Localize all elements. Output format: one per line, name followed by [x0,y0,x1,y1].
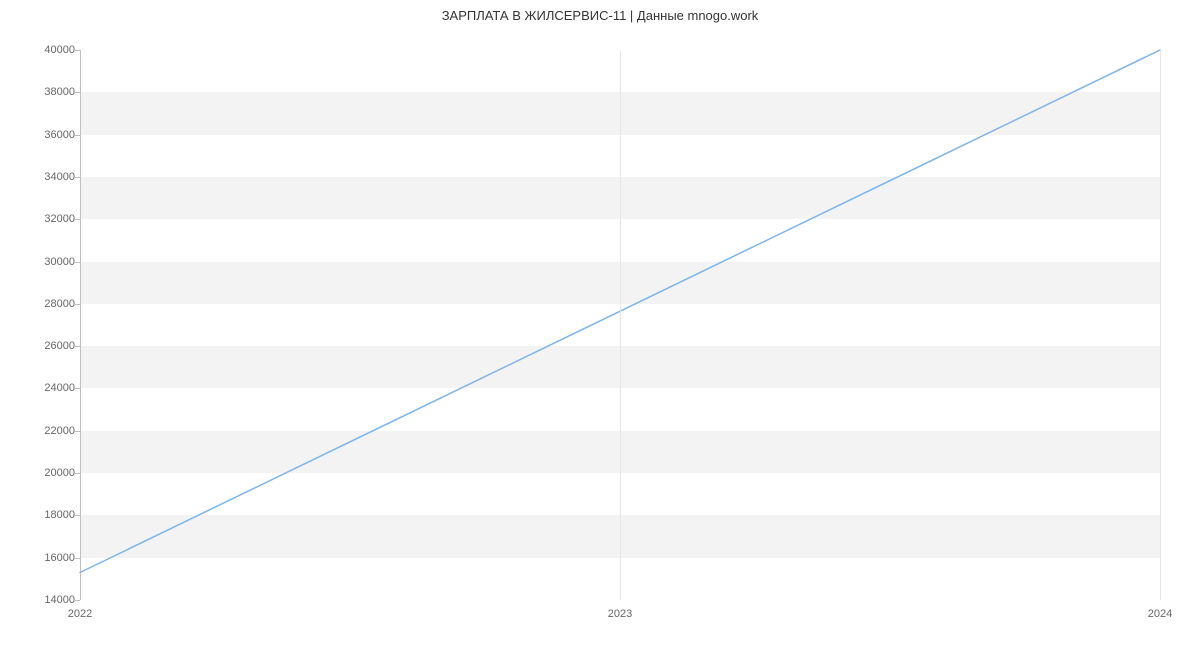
x-grid-line [1160,50,1161,600]
y-tick-label: 38000 [5,86,75,98]
y-tick-mark [74,262,80,263]
y-tick-label: 32000 [5,213,75,225]
y-tick-mark [74,219,80,220]
y-tick-mark [74,304,80,305]
y-tick-mark [74,92,80,93]
x-tick-label: 2022 [68,608,92,620]
x-grid-line [620,50,621,600]
salary-chart: ЗАРПЛАТА В ЖИЛСЕРВИС-11 | Данные mnogo.w… [0,0,1200,650]
x-tick-label: 2023 [608,608,632,620]
y-tick-mark [74,431,80,432]
y-tick-label: 24000 [5,382,75,394]
y-tick-mark [74,50,80,51]
x-tick-label: 2024 [1148,608,1172,620]
chart-title: ЗАРПЛАТА В ЖИЛСЕРВИС-11 | Данные mnogo.w… [0,8,1200,23]
y-tick-label: 26000 [5,340,75,352]
y-tick-label: 22000 [5,425,75,437]
y-tick-label: 20000 [5,467,75,479]
y-tick-label: 28000 [5,298,75,310]
y-tick-mark [74,600,80,601]
y-tick-label: 14000 [5,594,75,606]
y-tick-mark [74,558,80,559]
y-tick-mark [74,388,80,389]
y-tick-label: 34000 [5,171,75,183]
y-tick-label: 18000 [5,509,75,521]
y-tick-mark [74,135,80,136]
y-tick-label: 36000 [5,129,75,141]
y-tick-label: 16000 [5,552,75,564]
y-tick-mark [74,177,80,178]
y-tick-mark [74,515,80,516]
y-tick-mark [74,473,80,474]
y-tick-label: 40000 [5,44,75,56]
y-tick-label: 30000 [5,256,75,268]
y-tick-mark [74,346,80,347]
